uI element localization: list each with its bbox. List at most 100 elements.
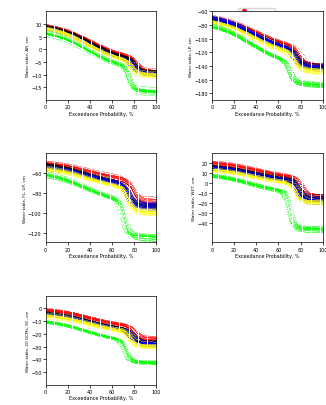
Point [263,36,268,43]
Point [145,336,150,342]
Point [49,162,54,168]
Point [295,55,301,62]
Point [149,358,155,365]
Point [258,167,263,174]
Point [53,28,58,34]
Point [64,166,69,173]
Point [119,327,125,334]
Point [51,159,56,165]
Point [51,33,56,39]
Point [315,200,320,207]
Point [69,310,74,316]
Point [313,197,319,203]
Point [54,315,59,321]
Point [232,177,237,183]
Point [126,56,131,62]
Point [63,314,68,320]
Point [50,311,55,318]
Point [131,336,137,343]
Point [91,45,96,52]
Point [74,173,80,180]
Point [67,318,72,324]
Point [320,230,325,236]
Point [145,69,150,75]
Point [81,318,86,325]
Point [242,29,247,36]
Point [212,167,217,173]
Point [138,68,143,75]
Point [302,197,307,204]
Point [71,172,76,179]
Point [235,170,240,177]
Point [74,37,80,44]
Point [101,177,107,183]
Point [82,40,87,47]
Point [220,164,226,170]
Point [226,19,231,26]
Point [219,17,225,24]
Point [152,338,157,345]
Point [130,82,136,88]
Point [138,88,143,95]
Point [53,28,58,34]
Point [97,322,102,329]
Point [286,47,291,53]
Point [46,320,52,326]
Point [309,63,314,69]
Point [45,26,51,32]
Point [58,312,63,319]
Point [297,185,302,192]
Point [46,164,52,170]
Point [56,313,62,320]
Point [217,19,222,26]
Point [299,63,304,70]
Point [106,320,111,326]
Point [70,35,75,42]
Point [309,197,314,204]
Point [305,196,311,202]
Point [90,173,95,180]
Point [60,168,65,175]
Point [146,72,151,79]
Point [311,198,317,204]
Point [68,166,73,172]
Point [89,321,94,327]
Point [131,359,137,365]
Point [242,169,247,175]
Point [124,189,129,195]
Point [62,314,67,320]
Point [148,339,154,346]
Point [212,162,217,169]
Point [258,182,263,189]
Point [72,172,77,179]
Point [307,228,312,234]
Point [262,40,267,47]
Point [141,70,146,76]
Point [54,309,59,315]
Point [259,32,264,38]
Point [130,325,136,332]
Point [145,339,150,345]
Point [56,166,62,173]
Point [144,360,149,366]
Point [107,320,112,327]
Point [268,173,273,179]
Point [127,62,132,69]
Point [44,31,49,38]
Point [123,328,128,335]
Point [71,168,76,175]
Point [304,195,310,201]
Point [220,18,226,24]
Point [139,198,144,205]
Point [259,171,264,177]
Point [80,42,85,48]
Point [259,34,264,40]
Point [96,48,101,54]
Point [138,204,143,210]
Point [113,180,119,187]
Point [125,76,130,82]
Point [130,68,136,75]
Point [53,175,58,182]
Point [216,20,221,27]
Point [86,173,91,179]
